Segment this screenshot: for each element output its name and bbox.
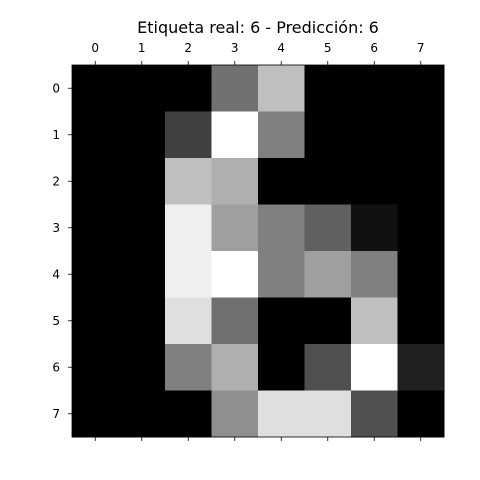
x-tick-label-5: 5 (324, 41, 332, 55)
y-tick-label-1: 1 (52, 128, 60, 142)
heatmap-cell-r1-c0 (72, 111, 119, 159)
y-tick-label-4: 4 (52, 267, 60, 281)
heatmap-cell-r5-c1 (118, 297, 166, 345)
heatmap-cell-r7-c3 (211, 390, 259, 438)
x-tick-label-4: 4 (277, 41, 285, 55)
heatmap-cell-r1-c7 (397, 111, 445, 159)
heatmap-cell-r0-c1 (118, 65, 166, 112)
heatmap-cell-r0-c4 (258, 65, 305, 112)
heatmap-cell-r2-c2 (165, 158, 212, 205)
heatmap-cell-r6-c3 (211, 344, 259, 391)
heatmap-cell-r6-c2 (165, 344, 212, 391)
heatmap-cell-r0-c3 (211, 65, 259, 112)
heatmap-cell-r5-c0 (72, 297, 119, 345)
heatmap-cell-r1-c5 (304, 111, 352, 159)
heatmap-cell-r6-c7 (397, 344, 445, 391)
heatmap-cell-r2-c3 (211, 158, 259, 205)
y-tick-label-3: 3 (52, 221, 60, 235)
x-tick-label-6: 6 (370, 41, 378, 55)
heatmap-cell-r3-c6 (351, 204, 398, 252)
y-axis: 0 1 2 3 4 5 6 7 (52, 81, 72, 421)
heatmap-cell-r6-c1 (118, 344, 166, 391)
heatmap-cell-r2-c7 (397, 158, 445, 205)
heatmap-cell-r4-c4 (258, 251, 305, 298)
x-tick-label-2: 2 (184, 41, 192, 55)
heatmap-cell-r0-c7 (397, 65, 445, 112)
y-tick-label-0: 0 (52, 81, 60, 95)
heatmap-cell-r7-c1 (118, 390, 166, 438)
heatmap-cell-r7-c7 (397, 390, 445, 438)
heatmap-cell-r1-c2 (165, 111, 212, 159)
heatmap-cell-r1-c3 (211, 111, 259, 159)
heatmap-cell-r0-c2 (165, 65, 212, 112)
heatmap-cell-r3-c5 (304, 204, 352, 252)
heatmap-cell-r5-c2 (165, 297, 212, 345)
heatmap-cell-r1-c1 (118, 111, 166, 159)
heatmap-cell-r2-c5 (304, 158, 352, 205)
heatmap-cell-r0-c0 (72, 65, 119, 112)
heatmap-cell-r7-c2 (165, 390, 212, 438)
heatmap-cell-r2-c0 (72, 158, 119, 205)
heatmap-cell-r1-c6 (351, 111, 398, 159)
heatmap-cell-r5-c5 (304, 297, 352, 345)
heatmap-cell-r4-c6 (351, 251, 398, 298)
heatmap-cell-r6-c5 (304, 344, 352, 391)
heatmap-cell-r6-c4 (258, 344, 305, 391)
x-axis-bottom-ticks (94, 437, 422, 441)
heatmap-cell-r5-c3 (211, 297, 259, 345)
heatmap-cell-r4-c7 (397, 251, 445, 298)
chart-title: Etiqueta real: 6 - Predicción: 6 (137, 18, 379, 37)
heatmap-cell-r3-c2 (165, 204, 212, 252)
y-tick-label-2: 2 (52, 174, 60, 188)
plot-frame (71, 64, 445, 438)
heatmap-cell-r7-c6 (351, 390, 398, 438)
heatmap-cell-r3-c0 (72, 204, 119, 252)
heatmap-cell-r6-c0 (72, 344, 119, 391)
x-tick-label-0: 0 (91, 41, 99, 55)
heatmap-cell-r5-c7 (397, 297, 445, 345)
y-tick-label-5: 5 (52, 314, 60, 328)
heatmap-cell-r2-c6 (351, 158, 398, 205)
heatmap-cell-r4-c5 (304, 251, 352, 298)
heatmap-cell-r6-c6 (351, 344, 398, 391)
heatmap-cell-r3-c7 (397, 204, 445, 252)
heatmap-cell-r0-c5 (304, 65, 352, 112)
heatmap-cell-r4-c1 (118, 251, 166, 298)
heatmap-cell-r4-c2 (165, 251, 212, 298)
x-tick-label-7: 7 (417, 41, 425, 55)
heatmap-cell-r5-c4 (258, 297, 305, 345)
x-tick-label-3: 3 (231, 41, 239, 55)
heatmap-cell-r7-c5 (304, 390, 352, 438)
heatmap-cell-r4-c3 (211, 251, 259, 298)
heatmap-cell-r3-c1 (118, 204, 166, 252)
heatmap-cells (72, 65, 445, 438)
heatmap-cell-r2-c4 (258, 158, 305, 205)
y-tick-label-6: 6 (52, 360, 60, 374)
heatmap-cell-r0-c6 (351, 65, 398, 112)
heatmap-cell-r3-c4 (258, 204, 305, 252)
x-axis-top: 0 1 2 3 4 5 6 7 (91, 41, 425, 65)
heatmap-cell-r7-c0 (72, 390, 119, 438)
heatmap-cell-r2-c1 (118, 158, 166, 205)
heatmap-cell-r4-c0 (72, 251, 119, 298)
heatmap-cell-r1-c4 (258, 111, 305, 159)
heatmap-cell-r7-c4 (258, 390, 305, 438)
y-tick-label-7: 7 (52, 407, 60, 421)
heatmap-cell-r3-c3 (211, 204, 259, 252)
heatmap-cell-r5-c6 (351, 297, 398, 345)
x-tick-label-1: 1 (138, 41, 146, 55)
